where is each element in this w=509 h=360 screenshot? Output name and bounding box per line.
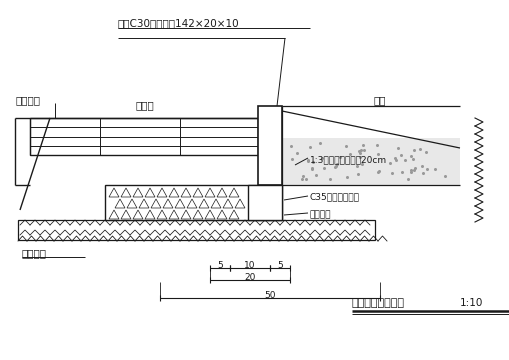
Text: 素土夸实: 素土夸实 <box>309 210 331 219</box>
Bar <box>30 118 258 155</box>
Text: 1:3水泥沙浆卧底厕20cm: 1:3水泥沙浆卧底厕20cm <box>309 155 386 164</box>
Bar <box>281 138 459 185</box>
Text: 人行道: 人行道 <box>135 100 154 110</box>
Text: 预制C30樟穴侧石142×20×10: 预制C30樟穴侧石142×20×10 <box>118 18 239 28</box>
Bar <box>18 220 374 240</box>
Text: 树池: 树池 <box>373 95 385 105</box>
Text: 5: 5 <box>276 261 282 270</box>
Text: 10: 10 <box>244 261 255 270</box>
Text: 5: 5 <box>217 261 222 270</box>
Text: 树穴下基础大样图: 树穴下基础大样图 <box>351 298 404 308</box>
Bar <box>258 106 281 185</box>
Text: 20: 20 <box>244 273 255 282</box>
Bar <box>247 185 281 220</box>
Text: 1:10: 1:10 <box>459 298 483 308</box>
Text: 级配碎石: 级配碎石 <box>22 248 47 258</box>
Text: 6: 6 <box>252 198 258 207</box>
Text: 50: 50 <box>264 291 275 300</box>
Text: 2: 2 <box>267 108 272 117</box>
Text: C35混凝土路面砖: C35混凝土路面砖 <box>309 192 359 201</box>
Bar <box>105 185 281 220</box>
Text: 同人行道: 同人行道 <box>16 95 41 105</box>
